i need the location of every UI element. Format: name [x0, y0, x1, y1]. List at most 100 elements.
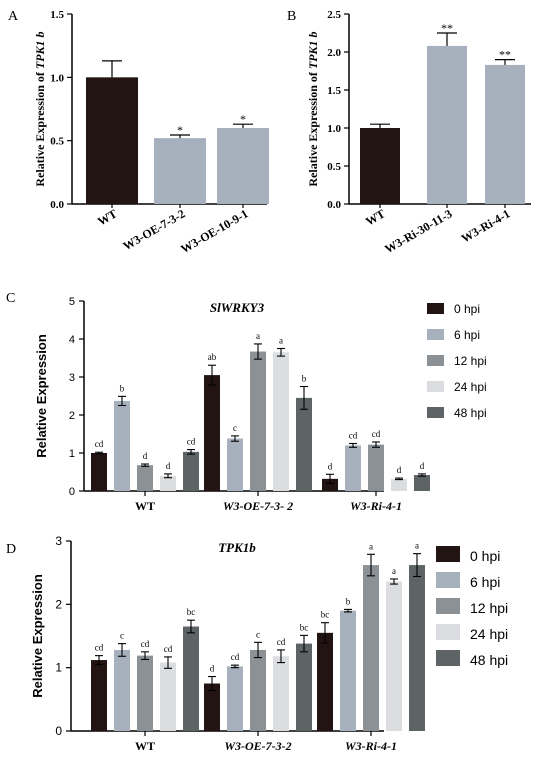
x-tick-label: W3-OE-7-3-2: [224, 739, 291, 753]
panel-label: C: [6, 291, 15, 306]
legend-label: 0 hpi: [454, 302, 480, 316]
significance-letter: cd: [95, 643, 104, 653]
legend-swatch: [427, 303, 444, 314]
y-axis-label-text: Relative Expression of: [33, 69, 47, 186]
x-tick-label: W3-Ri-30-11-3: [382, 206, 454, 256]
significance-letter: b: [302, 374, 307, 384]
y-tick-label: 0.0: [50, 199, 64, 211]
y-tick-label: 0: [55, 724, 62, 738]
legend-label: 48 hpi: [454, 406, 487, 420]
bar: [317, 632, 333, 731]
x-tick-label: WT: [135, 739, 155, 753]
significance-letter: cd: [277, 637, 286, 647]
significance-letter: cd: [349, 431, 358, 441]
legend-swatch: [436, 572, 460, 588]
x-tick-label: W3-Ri-4-1: [350, 499, 402, 513]
bar: [160, 475, 176, 491]
legend-swatch: [427, 329, 444, 340]
x-tick-label: W3-Ri-4-1: [459, 206, 513, 245]
y-axis-label-gene: TPK1 b: [306, 31, 320, 69]
bar: [273, 352, 289, 491]
bar: [183, 451, 199, 491]
bar: [183, 626, 199, 731]
legend-label: 12 hpi: [454, 354, 487, 368]
bar: [340, 610, 356, 731]
y-tick-label: 4: [69, 334, 75, 346]
bar: [409, 565, 425, 731]
legend-label: 24 hpi: [470, 626, 508, 642]
significance-letter: cd: [164, 644, 173, 654]
legend-label: 24 hpi: [454, 380, 487, 394]
bar: [154, 138, 206, 204]
chart-title: SlWRKY3: [210, 300, 265, 315]
significance-letter: d: [210, 664, 215, 674]
significance-letter: cd: [231, 652, 240, 662]
significance-letter: c: [120, 631, 124, 641]
significance-letter: a: [415, 541, 419, 551]
significance-letter: cd: [95, 439, 104, 449]
significance-letter: cd: [187, 437, 196, 447]
legend-label: 6 hpi: [454, 328, 480, 342]
significance-letter: c: [233, 423, 237, 433]
legend-swatch: [436, 546, 460, 562]
legend-swatch: [427, 407, 444, 418]
y-tick-label: 3: [55, 534, 62, 548]
y-tick-label: 0.5: [50, 136, 64, 148]
legend-label: 6 hpi: [470, 574, 500, 590]
bar: [296, 397, 312, 491]
legend-label: 12 hpi: [470, 600, 508, 616]
significance-letter: a: [392, 566, 396, 576]
bar: [386, 581, 402, 731]
bar: [485, 64, 525, 204]
x-tick-label: W3-Ri-4-1: [345, 739, 397, 753]
panel-label: A: [8, 9, 19, 24]
significance-letter: d: [397, 465, 402, 475]
chart-title: TPK1b: [218, 540, 256, 555]
y-axis-label: Relative Expression: [34, 334, 49, 458]
significance-letter: b: [120, 383, 125, 393]
y-tick-label: 1.0: [50, 72, 64, 84]
bar: [86, 77, 138, 204]
bar: [345, 445, 361, 491]
bar: [114, 649, 130, 731]
significance-letter: cd: [141, 639, 150, 649]
bar: [414, 475, 430, 491]
significance-mark: **: [441, 21, 453, 35]
panel-label: D: [6, 542, 16, 557]
bar: [91, 453, 107, 491]
y-axis-label: Relative Expression: [30, 574, 45, 698]
significance-letter: d: [328, 461, 333, 471]
bar: [227, 666, 243, 731]
bar: [204, 375, 220, 491]
bar: [114, 400, 130, 491]
bar: [204, 683, 220, 731]
y-axis-label-text: Relative Expression of: [306, 69, 320, 186]
bar: [227, 438, 243, 491]
bar: [360, 128, 400, 204]
significance-letter: a: [279, 336, 283, 346]
bar: [91, 660, 107, 731]
y-tick-label: 2.0: [327, 47, 341, 59]
significance-letter: b: [346, 596, 351, 606]
y-tick-label: 1.5: [50, 9, 64, 21]
significance-letter: cd: [372, 429, 381, 439]
significance-mark: **: [499, 48, 511, 62]
y-axis-label: Relative Expression of TPK1 b: [33, 31, 47, 186]
x-tick-label: W3-OE-7-3-2: [120, 206, 187, 253]
bar: [250, 649, 266, 731]
bar: [368, 444, 384, 491]
significance-letter: ab: [208, 352, 217, 362]
bar: [363, 565, 379, 731]
legend-label: 0 hpi: [470, 548, 500, 564]
significance-letter: bc: [187, 607, 196, 617]
bar: [250, 351, 266, 491]
panel-b: B Relative Expression of TPK1 b 0.0 0.5 1.0 1…: [287, 9, 531, 256]
significance-letter: d: [166, 461, 171, 471]
legend-label: 48 hpi: [470, 652, 508, 668]
significance-letter: d: [420, 461, 425, 471]
significance-letter: d: [143, 451, 148, 461]
y-tick-label: 2: [55, 597, 62, 611]
legend-swatch: [436, 598, 460, 614]
